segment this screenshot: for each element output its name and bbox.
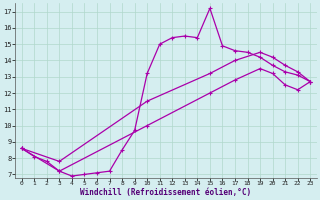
X-axis label: Windchill (Refroidissement éolien,°C): Windchill (Refroidissement éolien,°C) bbox=[80, 188, 252, 197]
